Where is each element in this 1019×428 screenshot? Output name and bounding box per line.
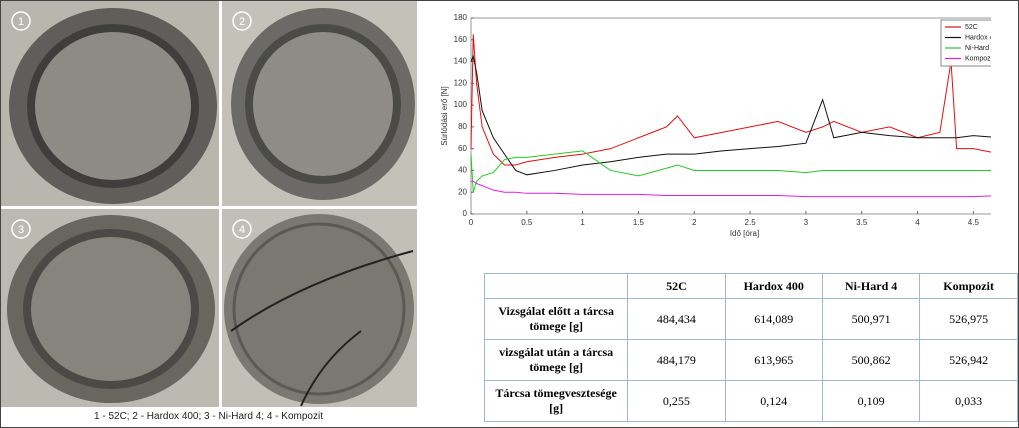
table-cell: 484,179 — [627, 339, 726, 381]
table-row: vizsgálat után a tárcsa tömege [g] 484,17… — [483, 339, 1018, 381]
photo-number: 3 — [18, 224, 24, 236]
column-header: Kompozit — [919, 273, 1018, 299]
photo-number-badge — [11, 11, 31, 31]
header-row: 52C Hardox 400 Ni-Hard 4 Kompozit — [483, 273, 1018, 299]
y-tick-label: 160 — [454, 35, 468, 44]
y-tick-label: 80 — [458, 122, 467, 131]
y-tick-label: 0 — [463, 209, 468, 218]
y-axis-label: Súrlódási erő [N] — [440, 86, 449, 146]
caption: 1 - 52C; 2 - Hardox 400; 3 - Ni-Hard 4; … — [94, 411, 323, 422]
disk-ring — [232, 222, 406, 396]
photo-number-badge — [11, 219, 31, 239]
table-row: Vizsgálat előtt a tárcsa tömege [g] 484,4… — [483, 298, 1018, 340]
series-line — [470, 34, 991, 166]
y-tick-label: 40 — [458, 166, 467, 175]
table-row: Tárcsa tömegvesztesége [g] 0,255 0,124 0,10… — [483, 380, 1018, 422]
photo-number: 4 — [239, 224, 245, 236]
table-cell: 484,434 — [627, 298, 726, 340]
disk-face — [31, 237, 191, 381]
corner-cell — [483, 273, 629, 299]
legend-label: 52C — [965, 24, 978, 31]
table-cell: 0,255 — [627, 380, 726, 422]
y-tick-label: 180 — [454, 13, 468, 22]
crack — [230, 250, 414, 407]
x-tick-label: 1 — [580, 218, 585, 227]
disk-face — [35, 32, 191, 180]
x-tick-label: 2.5 — [745, 218, 757, 227]
x-tick-label: 4.5 — [968, 218, 980, 227]
photos: 1 2 3 4 — [1, 1, 417, 407]
x-tick-label: 2 — [692, 218, 697, 227]
y-tick-label: 120 — [454, 78, 468, 87]
legend-label: Hardox 400 — [965, 34, 991, 41]
table-cell: 526,942 — [919, 339, 1018, 381]
legend-label: Kompozit — [965, 55, 991, 62]
x-tick-label: 3.5 — [856, 218, 868, 227]
table-cell: 0,109 — [821, 380, 921, 422]
table-cell: 500,862 — [821, 339, 921, 381]
column-header: Hardox 400 — [724, 273, 823, 299]
table-cell: 613,965 — [724, 339, 823, 381]
y-tick-label: 60 — [458, 144, 467, 153]
table-cell: 0,124 — [724, 380, 823, 422]
photo-number-badge — [232, 11, 252, 31]
disk-face — [253, 32, 393, 176]
row-label: vizsgálat után a tárcsa tömege [g] — [483, 339, 629, 381]
series-line — [471, 180, 991, 198]
table-cell: 0,033 — [919, 380, 1018, 422]
photo-number: 2 — [239, 16, 245, 28]
x-tick-label: 4 — [915, 218, 920, 227]
x-tick-label: 3 — [804, 218, 809, 227]
x-tick-label: 1.5 — [633, 218, 645, 227]
y-tick-label: 100 — [454, 100, 468, 109]
table-cell: 500,971 — [821, 298, 921, 340]
column-header: 52C — [627, 273, 726, 299]
y-tick-label: 140 — [454, 57, 468, 66]
series-line — [470, 150, 991, 193]
column-header: Ni-Hard 4 — [821, 273, 921, 299]
photo-number-badge — [232, 219, 252, 239]
y-tick-label: 20 — [458, 187, 467, 196]
series-line — [470, 54, 991, 176]
table-cell: 614,089 — [724, 298, 823, 340]
legend-label: Ni-Hard 4 — [965, 45, 991, 52]
plot-frame — [470, 17, 991, 215]
row-label: Tárcsa tömegvesztesége [g] — [483, 380, 629, 422]
chart: 0 20 40 60 80 100 120 140 160 180 0 0.5 1 1.5 2 2.5 3 3.5… — [440, 13, 991, 238]
table-cell: 526,975 — [919, 298, 1018, 340]
disk — [224, 214, 414, 404]
table: 52C Hardox 400 Ni-Hard 4 Kompozit Vizsgálat … — [483, 273, 1018, 422]
row-label: Vizsgálat előtt a tárcsa tömege [g] — [483, 298, 629, 340]
x-tick-label: 0.5 — [521, 218, 533, 227]
x-tick-label: 0 — [469, 218, 474, 227]
x-axis-label: Idő [óra] — [730, 229, 759, 238]
photo-number: 1 — [18, 16, 24, 28]
